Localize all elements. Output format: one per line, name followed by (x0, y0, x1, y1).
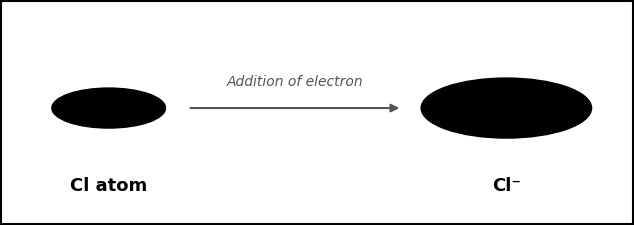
Text: Addition of electron: Addition of electron (226, 76, 363, 90)
Text: Cl atom: Cl atom (70, 177, 147, 195)
Circle shape (421, 78, 592, 138)
Circle shape (52, 88, 165, 128)
Text: Cl⁻: Cl⁻ (492, 177, 521, 195)
